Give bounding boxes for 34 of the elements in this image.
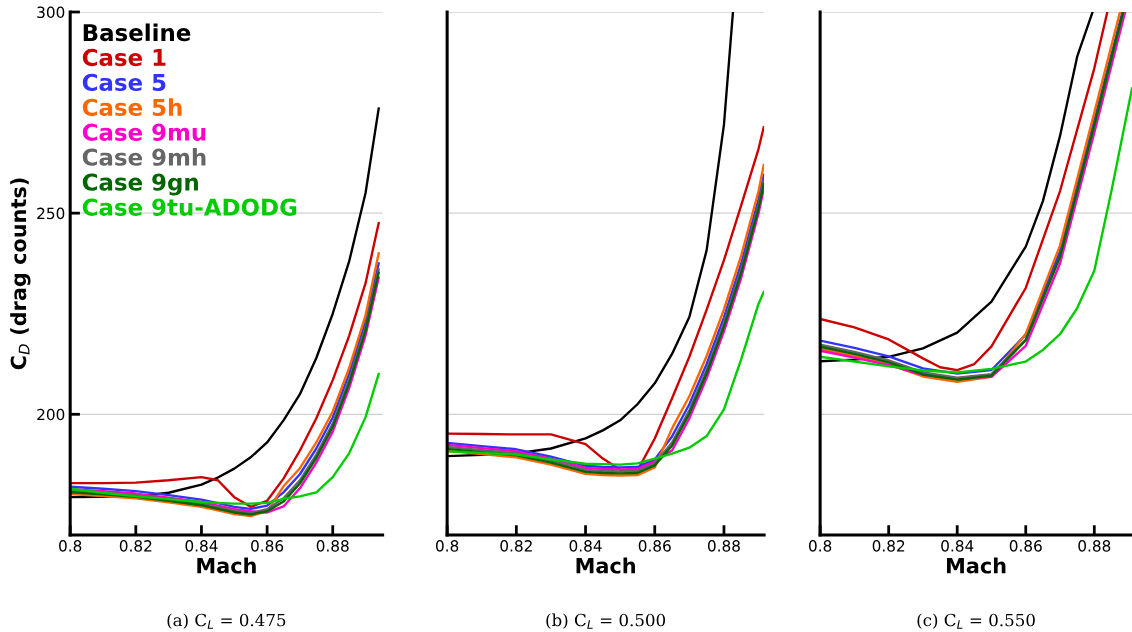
x-tick-label: 0.86 [638, 540, 671, 552]
x-tick-label: 0.82 [119, 540, 152, 552]
x-tick-label: 0.86 [1009, 540, 1042, 552]
text: Case 1 [82, 48, 166, 67]
text: Baseline [83, 23, 191, 42]
text: (c) C$_{L}$ = 0.550 [917, 613, 1035, 629]
text: (a) C$_{L}$ = 0.475 [167, 613, 286, 629]
x-tick-label: 0.88 [316, 540, 349, 552]
x-tick-label: 0.82 [500, 540, 532, 552]
x-axis-title: Mach [946, 557, 1006, 574]
x-tick-label: 0.8 [59, 540, 82, 552]
x-tick-label: 0.88 [1078, 540, 1111, 552]
x-axis-title: Mach [576, 557, 635, 574]
x-tick-label: 0.82 [872, 540, 905, 552]
text: Case 9mu [82, 123, 206, 141]
y-tick-label: 200 [37, 408, 65, 421]
x-tick-label: 0.88 [707, 540, 740, 552]
x-tick-label: 0.8 [808, 540, 832, 552]
text: Case 9tu-ADODG [82, 198, 297, 216]
text: (b) C$_{L}$ = 0.500 [546, 613, 666, 629]
x-tick-label: 0.84 [569, 540, 602, 552]
line-series [70, 372, 380, 505]
text: Case 9mh [82, 148, 206, 166]
text: Case 5 [82, 73, 166, 92]
text: Case 5h [82, 98, 182, 116]
y-tick-label: 250 [37, 207, 65, 220]
y-tick-label: 300 [37, 6, 65, 19]
x-axis-title: Mach [197, 557, 256, 574]
x-tick-label: 0.8 [436, 540, 459, 552]
x-tick-label: 0.84 [185, 540, 218, 552]
x-tick-label: 0.84 [941, 540, 974, 552]
y-axis-title: C$_{D}$ (drag counts) [10, 178, 31, 370]
text: Case 9gn [82, 173, 198, 196]
x-tick-label: 0.86 [251, 540, 284, 552]
